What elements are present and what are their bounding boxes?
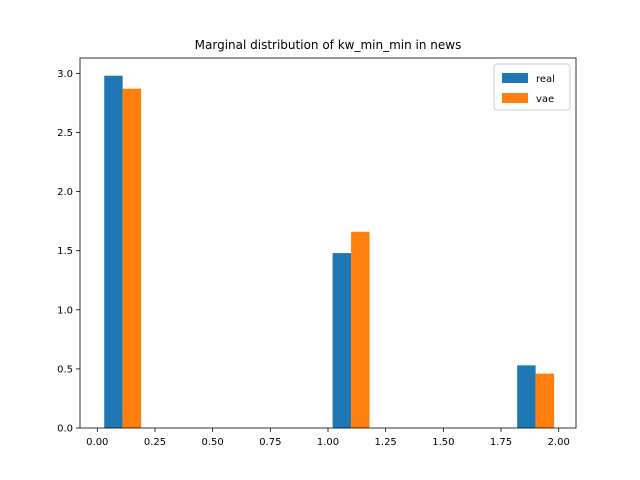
legend-swatch-real [502,73,528,83]
bar-vae-0 [122,88,142,428]
x-tick-label: 1.50 [432,437,454,448]
x-tick-label: 2.00 [548,437,570,448]
bar-real-2 [517,365,536,428]
y-tick-label: 1.0 [57,305,73,316]
y-tick-label: 0.0 [57,424,73,435]
legend-label-real: real [536,74,555,85]
y-tick-label: 1.5 [57,246,73,257]
bars-group [104,75,555,428]
legend-label-vae: vae [536,94,554,105]
x-tick-label: 1.25 [375,437,397,448]
x-tick-label: 0.25 [144,437,166,448]
bar-real-1 [332,253,352,428]
y-tick-label: 2.0 [57,187,73,198]
chart-title: Marginal distribution of kw_min_min in n… [195,38,462,52]
legend-box [493,63,571,111]
x-tick-label: 0.50 [202,437,224,448]
y-tick-label: 0.5 [57,364,73,375]
x-tick-label: 0.75 [259,437,281,448]
x-tick-label: 0.00 [86,437,108,448]
legend: real vae [493,63,571,111]
y-tick-label: 3.0 [57,69,73,80]
bar-vae-2 [535,373,555,428]
legend-swatch-vae [502,93,528,103]
x-tick-label: 1.75 [490,437,512,448]
bar-vae-1 [351,231,370,428]
y-tick-label: 2.5 [57,128,73,139]
x-tick-label: 1.00 [317,437,339,448]
bar-real-0 [104,75,123,428]
axes-group: 0.00 0.25 0.50 0.75 1.00 1.25 1.50 1.75 2.00 0.0 0… [57,57,577,448]
